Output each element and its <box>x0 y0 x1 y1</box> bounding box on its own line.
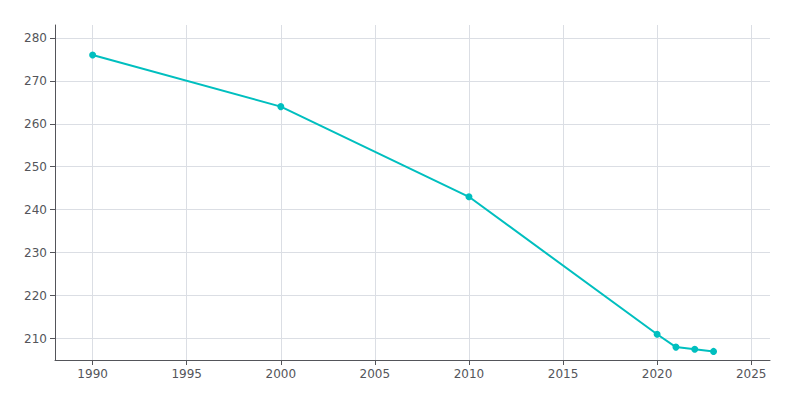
svg-text:2025: 2025 <box>736 367 767 381</box>
svg-text:2010: 2010 <box>454 367 485 381</box>
svg-text:2020: 2020 <box>642 367 673 381</box>
svg-text:1990: 1990 <box>77 367 108 381</box>
svg-text:210: 210 <box>24 332 47 346</box>
svg-text:2000: 2000 <box>266 367 297 381</box>
svg-text:250: 250 <box>24 160 47 174</box>
svg-text:240: 240 <box>24 203 47 217</box>
svg-text:280: 280 <box>24 31 47 45</box>
svg-text:270: 270 <box>24 74 47 88</box>
svg-text:230: 230 <box>24 246 47 260</box>
svg-text:1995: 1995 <box>171 367 202 381</box>
svg-text:220: 220 <box>24 289 47 303</box>
svg-text:2015: 2015 <box>548 367 579 381</box>
svg-text:260: 260 <box>24 117 47 131</box>
svg-text:2005: 2005 <box>360 367 391 381</box>
